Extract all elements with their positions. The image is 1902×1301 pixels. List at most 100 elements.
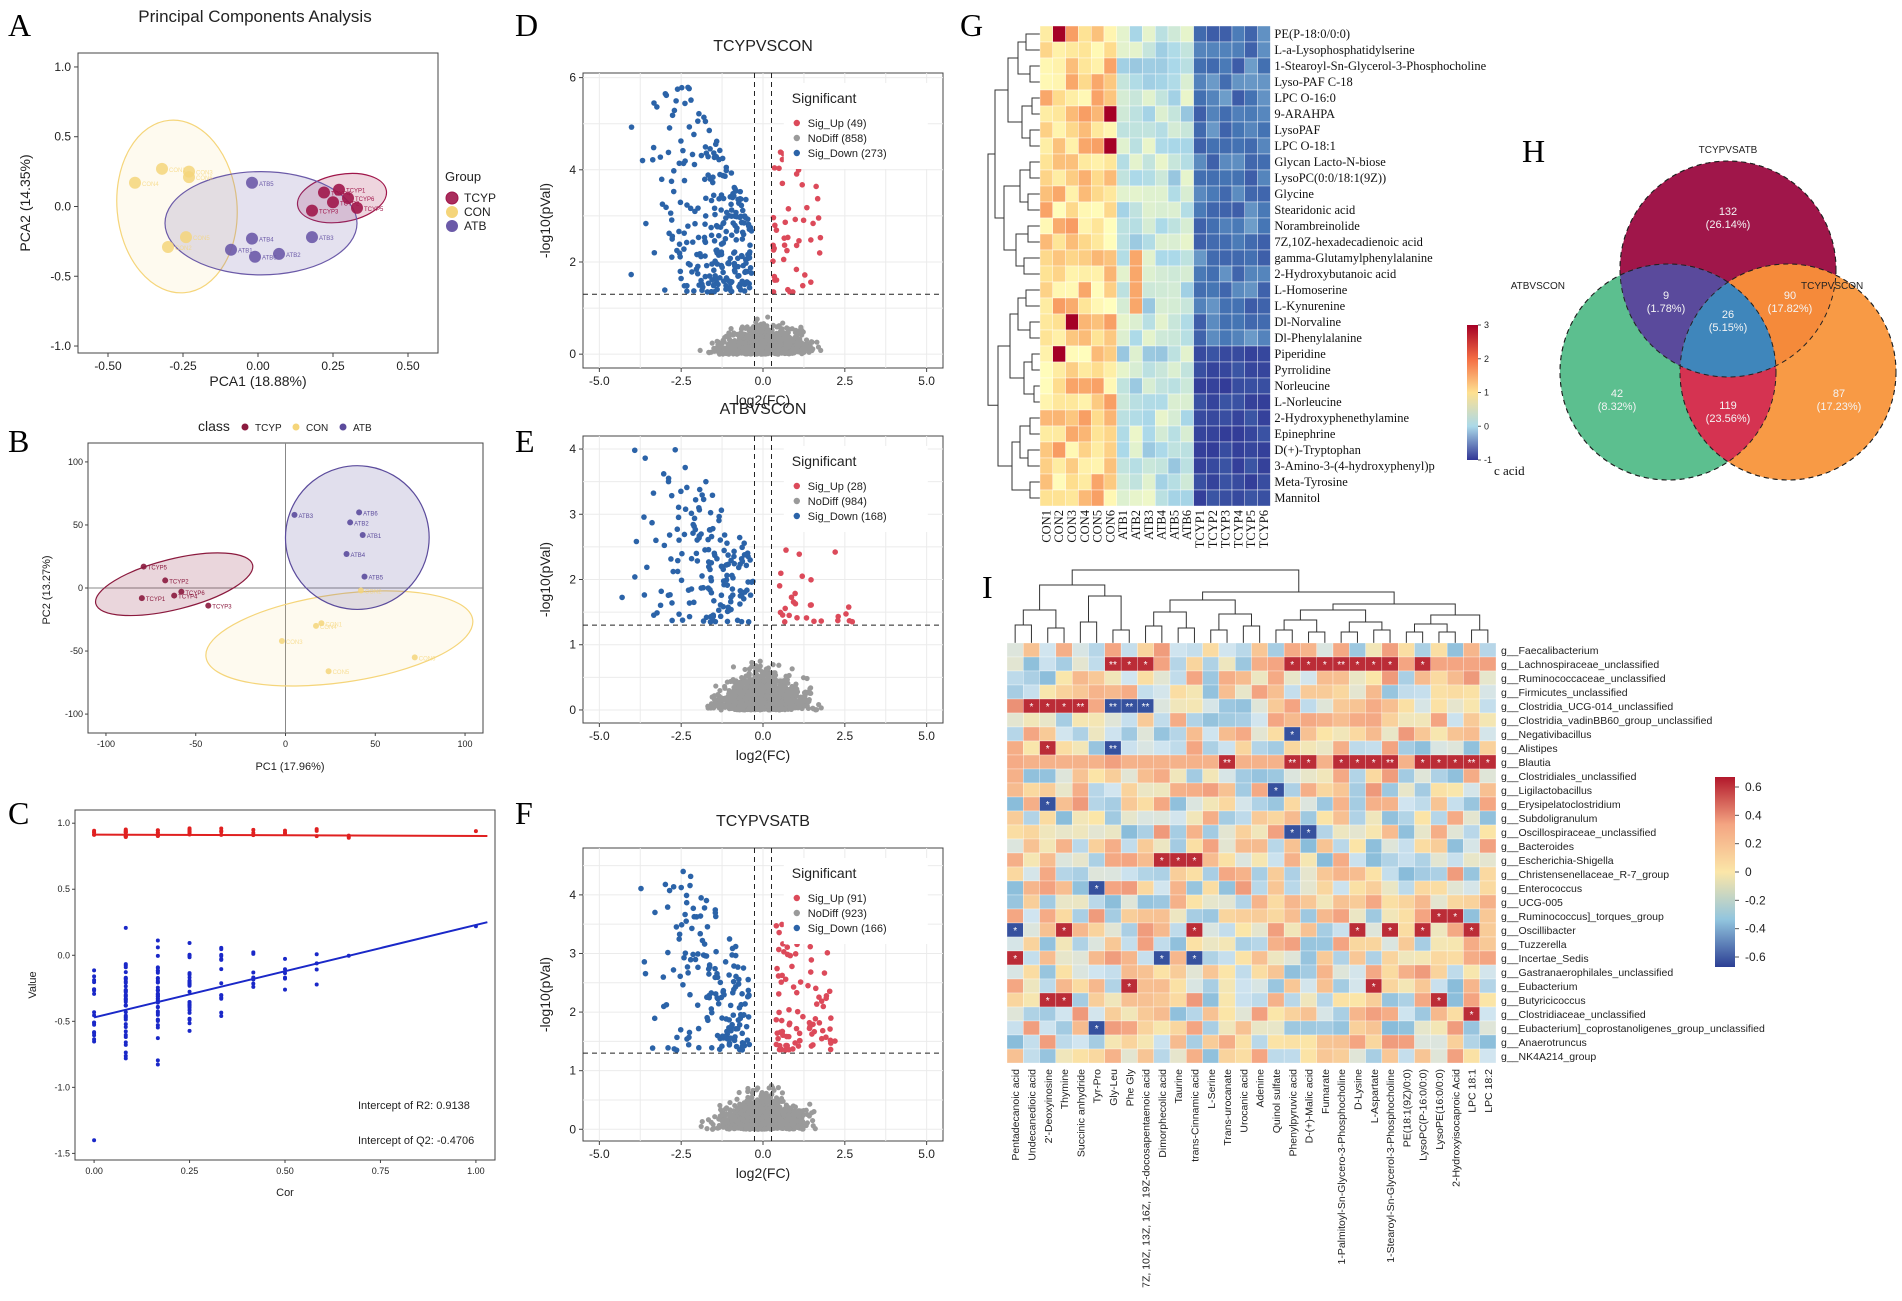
panel-g-cell: [1142, 202, 1155, 218]
panel-g-cell: [1142, 410, 1155, 426]
panel-i-cell: [1431, 699, 1447, 713]
panel-f-up-point: [825, 950, 831, 956]
panel-g-cell: [1142, 90, 1155, 106]
panel-f-nodiff-point: [781, 1099, 786, 1104]
panel-g-cell: [1194, 282, 1207, 298]
panel-b-point-tcyp1: [139, 595, 145, 601]
panel-i-cell: [1333, 643, 1349, 657]
panel-d-down-point: [670, 112, 676, 118]
panel-g-cell: [1232, 218, 1245, 234]
panel-f-up-point: [814, 1001, 820, 1007]
panel-i-cell: [1089, 727, 1105, 741]
panel-f-down-point: [661, 974, 667, 980]
panel-i-cell: [1089, 769, 1105, 783]
panel-f-up-point: [784, 944, 790, 950]
panel-i-cell: [1089, 643, 1105, 657]
panel-a-point-label: CON5: [193, 236, 210, 242]
panel-g-cell: [1066, 426, 1079, 442]
panel-g-cell: [1181, 74, 1194, 90]
panel-g-cell: [1078, 26, 1091, 42]
panel-g-cell: [1053, 266, 1066, 282]
panel-f-up-point: [779, 973, 785, 979]
panel-g-cell: [1066, 378, 1079, 394]
panel-g-row-label: 3-Amino-3-(4-hydroxyphenyl)p: [1274, 459, 1434, 473]
panel-f-up-point: [779, 1018, 785, 1024]
panel-i-cell: [1349, 713, 1365, 727]
panel-g-cell: [1104, 122, 1117, 138]
panel-f-down-point: [739, 1031, 745, 1037]
panel-g-cell: [1258, 458, 1271, 474]
panel-f-down-point: [735, 964, 741, 970]
panel-d-down-point: [688, 97, 694, 103]
panel-g-cell: [1117, 90, 1130, 106]
panel-e-down-point: [739, 619, 745, 625]
panel-g-cell: [1245, 26, 1258, 42]
panel-g-row-label: LPC O-16:0: [1274, 91, 1335, 105]
panel-g-cell: [1078, 154, 1091, 170]
panel-g-cell: [1117, 186, 1130, 202]
panel-i-cell: [1431, 657, 1447, 671]
panel-i-cell: [1431, 713, 1447, 727]
panel-f-up-point: [808, 969, 814, 975]
panel-e-down-point: [701, 497, 707, 503]
panel-g-cell: [1219, 282, 1232, 298]
panel-d-up-point: [817, 250, 823, 256]
panel-g-cell: [1194, 154, 1207, 170]
panel-c-q2-point: [92, 1010, 96, 1014]
panel-b-ytick-label: 100: [68, 457, 83, 467]
panel-d-down-point: [716, 196, 722, 202]
panel-g-cell: [1155, 154, 1168, 170]
panel-d-nodiff-point: [712, 346, 717, 351]
panel-g-cell: [1181, 394, 1194, 410]
panel-a-ytick-label: 0.5: [54, 130, 71, 144]
panel-d-down-point: [719, 265, 725, 271]
panel-d-down-point: [688, 206, 694, 212]
panel-e-nodiff-point: [760, 671, 765, 676]
panel-e-ytick-label: 1: [569, 638, 576, 652]
panel-g-cell: [1168, 266, 1181, 282]
panel-d-up-point: [802, 272, 808, 278]
panel-g-cell: [1078, 106, 1091, 122]
panel-g-cell: [1245, 250, 1258, 266]
panel-i-significance-mark: *: [1323, 660, 1327, 671]
panel-g-cell: [1194, 426, 1207, 442]
panel-g-cell: [1206, 458, 1219, 474]
panel-d-down-point: [714, 247, 720, 253]
panel-i-cell: [1366, 643, 1382, 657]
panel-i-cell: [1105, 671, 1121, 685]
panel-i-significance-mark: *: [1339, 758, 1343, 769]
panel-i-cell: [1447, 713, 1463, 727]
panel-c-q2-point: [124, 981, 128, 985]
panel-f-down-point: [709, 1045, 715, 1051]
panel-g-cell: [1155, 138, 1168, 154]
panel-g-cell: [1168, 378, 1181, 394]
panel-g-cell: [1258, 362, 1271, 378]
panel-f-up-point: [827, 1026, 833, 1032]
panel-c-r2-point: [283, 831, 287, 835]
panel-d-down-point: [713, 141, 719, 147]
panel-f-nodiff-point: [788, 1118, 793, 1123]
panel-a-point-atb3: [306, 231, 318, 243]
panel-f-nodiff-point: [774, 1095, 779, 1100]
panel-e-nodiff-point: [713, 683, 718, 688]
venn-region-pct: (8.32%): [1598, 401, 1637, 413]
panel-g-cell: [1155, 346, 1168, 362]
panel-g-cell: [1232, 202, 1245, 218]
panel-i-cell: [1023, 671, 1039, 685]
panel-c-q2-point: [188, 1021, 192, 1025]
panel-c-q2-point: [92, 988, 96, 992]
panel-g-cell: [1245, 42, 1258, 58]
panel-g-cell: [1258, 426, 1271, 442]
panel-i-cell: [1300, 671, 1316, 685]
panel-c-q2-point: [219, 967, 223, 971]
panel-g-cell: [1066, 314, 1079, 330]
panel-c-ytick-label: -1.5: [54, 1148, 70, 1158]
panel-g-cell: [1206, 250, 1219, 266]
panel-g-cell: [1219, 394, 1232, 410]
panel-f-down-point: [702, 941, 708, 947]
panel-g-cell: [1168, 122, 1181, 138]
panel-g-cell: [1053, 458, 1066, 474]
venn-region-pct: (23.56%): [1706, 413, 1751, 425]
panel-d-down-point: [677, 254, 683, 260]
panel-e-nodiff-point: [761, 706, 766, 711]
